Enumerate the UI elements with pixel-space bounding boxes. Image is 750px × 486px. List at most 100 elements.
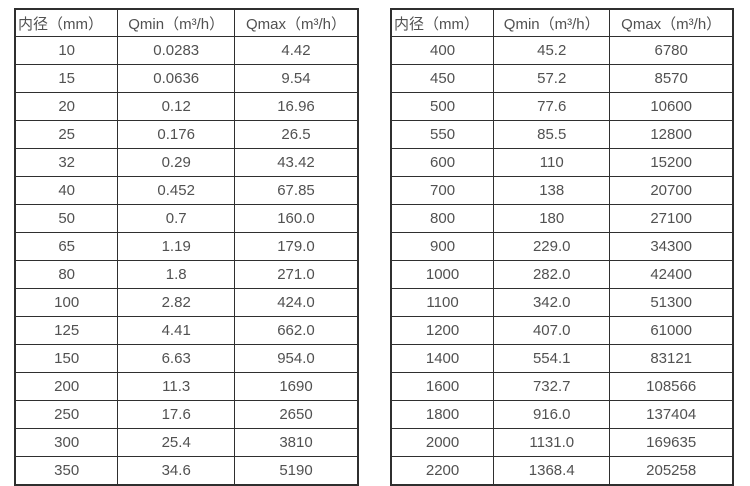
table-row: 1200 407.0 61000 — [390, 316, 734, 345]
table-cell: 1400 — [390, 344, 495, 373]
table-cell: 271.0 — [234, 260, 359, 289]
table-cell: 300 — [14, 428, 119, 457]
table-cell: 1131.0 — [493, 428, 611, 457]
table-cell: 108566 — [609, 372, 734, 401]
table-cell: 83121 — [609, 344, 734, 373]
table-cell: 1600 — [390, 372, 495, 401]
flow-table-small-diameters: 内径（mm） Qmin（m³/h） Qmax（m³/h） 10 0.0283 4.4… — [14, 8, 359, 486]
table-cell: 800 — [390, 204, 495, 233]
table-row: 1600 732.7 108566 — [390, 372, 734, 401]
table-cell: 16.96 — [234, 92, 359, 121]
table-cell: 1100 — [390, 288, 495, 317]
table-row: 300 25.4 3810 — [14, 428, 359, 457]
table-cell: 400 — [390, 36, 495, 65]
table-cell: 0.452 — [117, 176, 235, 205]
table-cell: 34300 — [609, 232, 734, 261]
table-row: 25 0.176 26.5 — [14, 120, 359, 149]
table-cell: 5190 — [234, 456, 359, 486]
table-cell: 80 — [14, 260, 119, 289]
table-row: 1800 916.0 137404 — [390, 400, 734, 429]
table-row: 10 0.0283 4.42 — [14, 36, 359, 65]
table-cell: 1000 — [390, 260, 495, 289]
table-row: 150 6.63 954.0 — [14, 344, 359, 373]
table-cell: 27100 — [609, 204, 734, 233]
table-cell: 916.0 — [493, 400, 611, 429]
table-cell: 0.12 — [117, 92, 235, 121]
table-row: 2200 1368.4 205258 — [390, 456, 734, 486]
table-cell: 250 — [14, 400, 119, 429]
table-cell: 954.0 — [234, 344, 359, 373]
table-row: 20 0.12 16.96 — [14, 92, 359, 121]
table-cell: 85.5 — [493, 120, 611, 149]
table-row: 40 0.452 67.85 — [14, 176, 359, 205]
table-cell: 407.0 — [493, 316, 611, 345]
table-cell: 554.1 — [493, 344, 611, 373]
table-cell: 100 — [14, 288, 119, 317]
table-cell: 342.0 — [493, 288, 611, 317]
table-cell: 0.7 — [117, 204, 235, 233]
table-cell: 10 — [14, 36, 119, 65]
table-cell: 17.6 — [117, 400, 235, 429]
column-header-qmin: Qmin（m³/h） — [493, 8, 611, 37]
table-row: 100 2.82 424.0 — [14, 288, 359, 317]
table-cell: 50 — [14, 204, 119, 233]
table-cell: 4.41 — [117, 316, 235, 345]
table-row: 2000 1131.0 169635 — [390, 428, 734, 457]
table-row: 400 45.2 6780 — [390, 36, 734, 65]
table-cell: 32 — [14, 148, 119, 177]
table-cell: 10600 — [609, 92, 734, 121]
table-row: 200 11.3 1690 — [14, 372, 359, 401]
table-cell: 2.82 — [117, 288, 235, 317]
table-cell: 77.6 — [493, 92, 611, 121]
table-cell: 160.0 — [234, 204, 359, 233]
table-cell: 6780 — [609, 36, 734, 65]
table-cell: 700 — [390, 176, 495, 205]
table-cell: 205258 — [609, 456, 734, 486]
table-row: 550 85.5 12800 — [390, 120, 734, 149]
column-header-diameter: 内径（mm） — [14, 8, 119, 37]
column-header-qmin: Qmin（m³/h） — [117, 8, 235, 37]
table-cell: 12800 — [609, 120, 734, 149]
table-row: 900 229.0 34300 — [390, 232, 734, 261]
table-cell: 169635 — [609, 428, 734, 457]
table-cell: 25 — [14, 120, 119, 149]
table-cell: 350 — [14, 456, 119, 486]
table-cell: 34.6 — [117, 456, 235, 486]
table-cell: 2200 — [390, 456, 495, 486]
table-cell: 20 — [14, 92, 119, 121]
table-cell: 125 — [14, 316, 119, 345]
table-cell: 0.0283 — [117, 36, 235, 65]
column-header-qmax: Qmax（m³/h） — [609, 8, 734, 37]
table-row: 65 1.19 179.0 — [14, 232, 359, 261]
table-cell: 11.3 — [117, 372, 235, 401]
table-cell: 550 — [390, 120, 495, 149]
table-cell: 4.42 — [234, 36, 359, 65]
flow-table-large-diameters: 内径（mm） Qmin（m³/h） Qmax（m³/h） 400 45.2 6780… — [390, 8, 734, 486]
table-row: 15 0.0636 9.54 — [14, 64, 359, 93]
table-cell: 43.42 — [234, 148, 359, 177]
table-cell: 1690 — [234, 372, 359, 401]
header-row: 内径（mm） Qmin（m³/h） Qmax（m³/h） — [390, 8, 734, 37]
table-cell: 65 — [14, 232, 119, 261]
table-cell: 1200 — [390, 316, 495, 345]
table-cell: 200 — [14, 372, 119, 401]
table-cell: 57.2 — [493, 64, 611, 93]
table-cell: 26.5 — [234, 120, 359, 149]
table-row: 1000 282.0 42400 — [390, 260, 734, 289]
table-cell: 20700 — [609, 176, 734, 205]
table-cell: 900 — [390, 232, 495, 261]
table-cell: 0.0636 — [117, 64, 235, 93]
table-cell: 662.0 — [234, 316, 359, 345]
table-cell: 1800 — [390, 400, 495, 429]
table-cell: 2650 — [234, 400, 359, 429]
table-cell: 138 — [493, 176, 611, 205]
table-row: 700 138 20700 — [390, 176, 734, 205]
table-cell: 1.19 — [117, 232, 235, 261]
table-cell: 42400 — [609, 260, 734, 289]
table-row: 450 57.2 8570 — [390, 64, 734, 93]
column-header-qmax: Qmax（m³/h） — [234, 8, 359, 37]
table-cell: 150 — [14, 344, 119, 373]
table-row: 1400 554.1 83121 — [390, 344, 734, 373]
table-cell: 1368.4 — [493, 456, 611, 486]
